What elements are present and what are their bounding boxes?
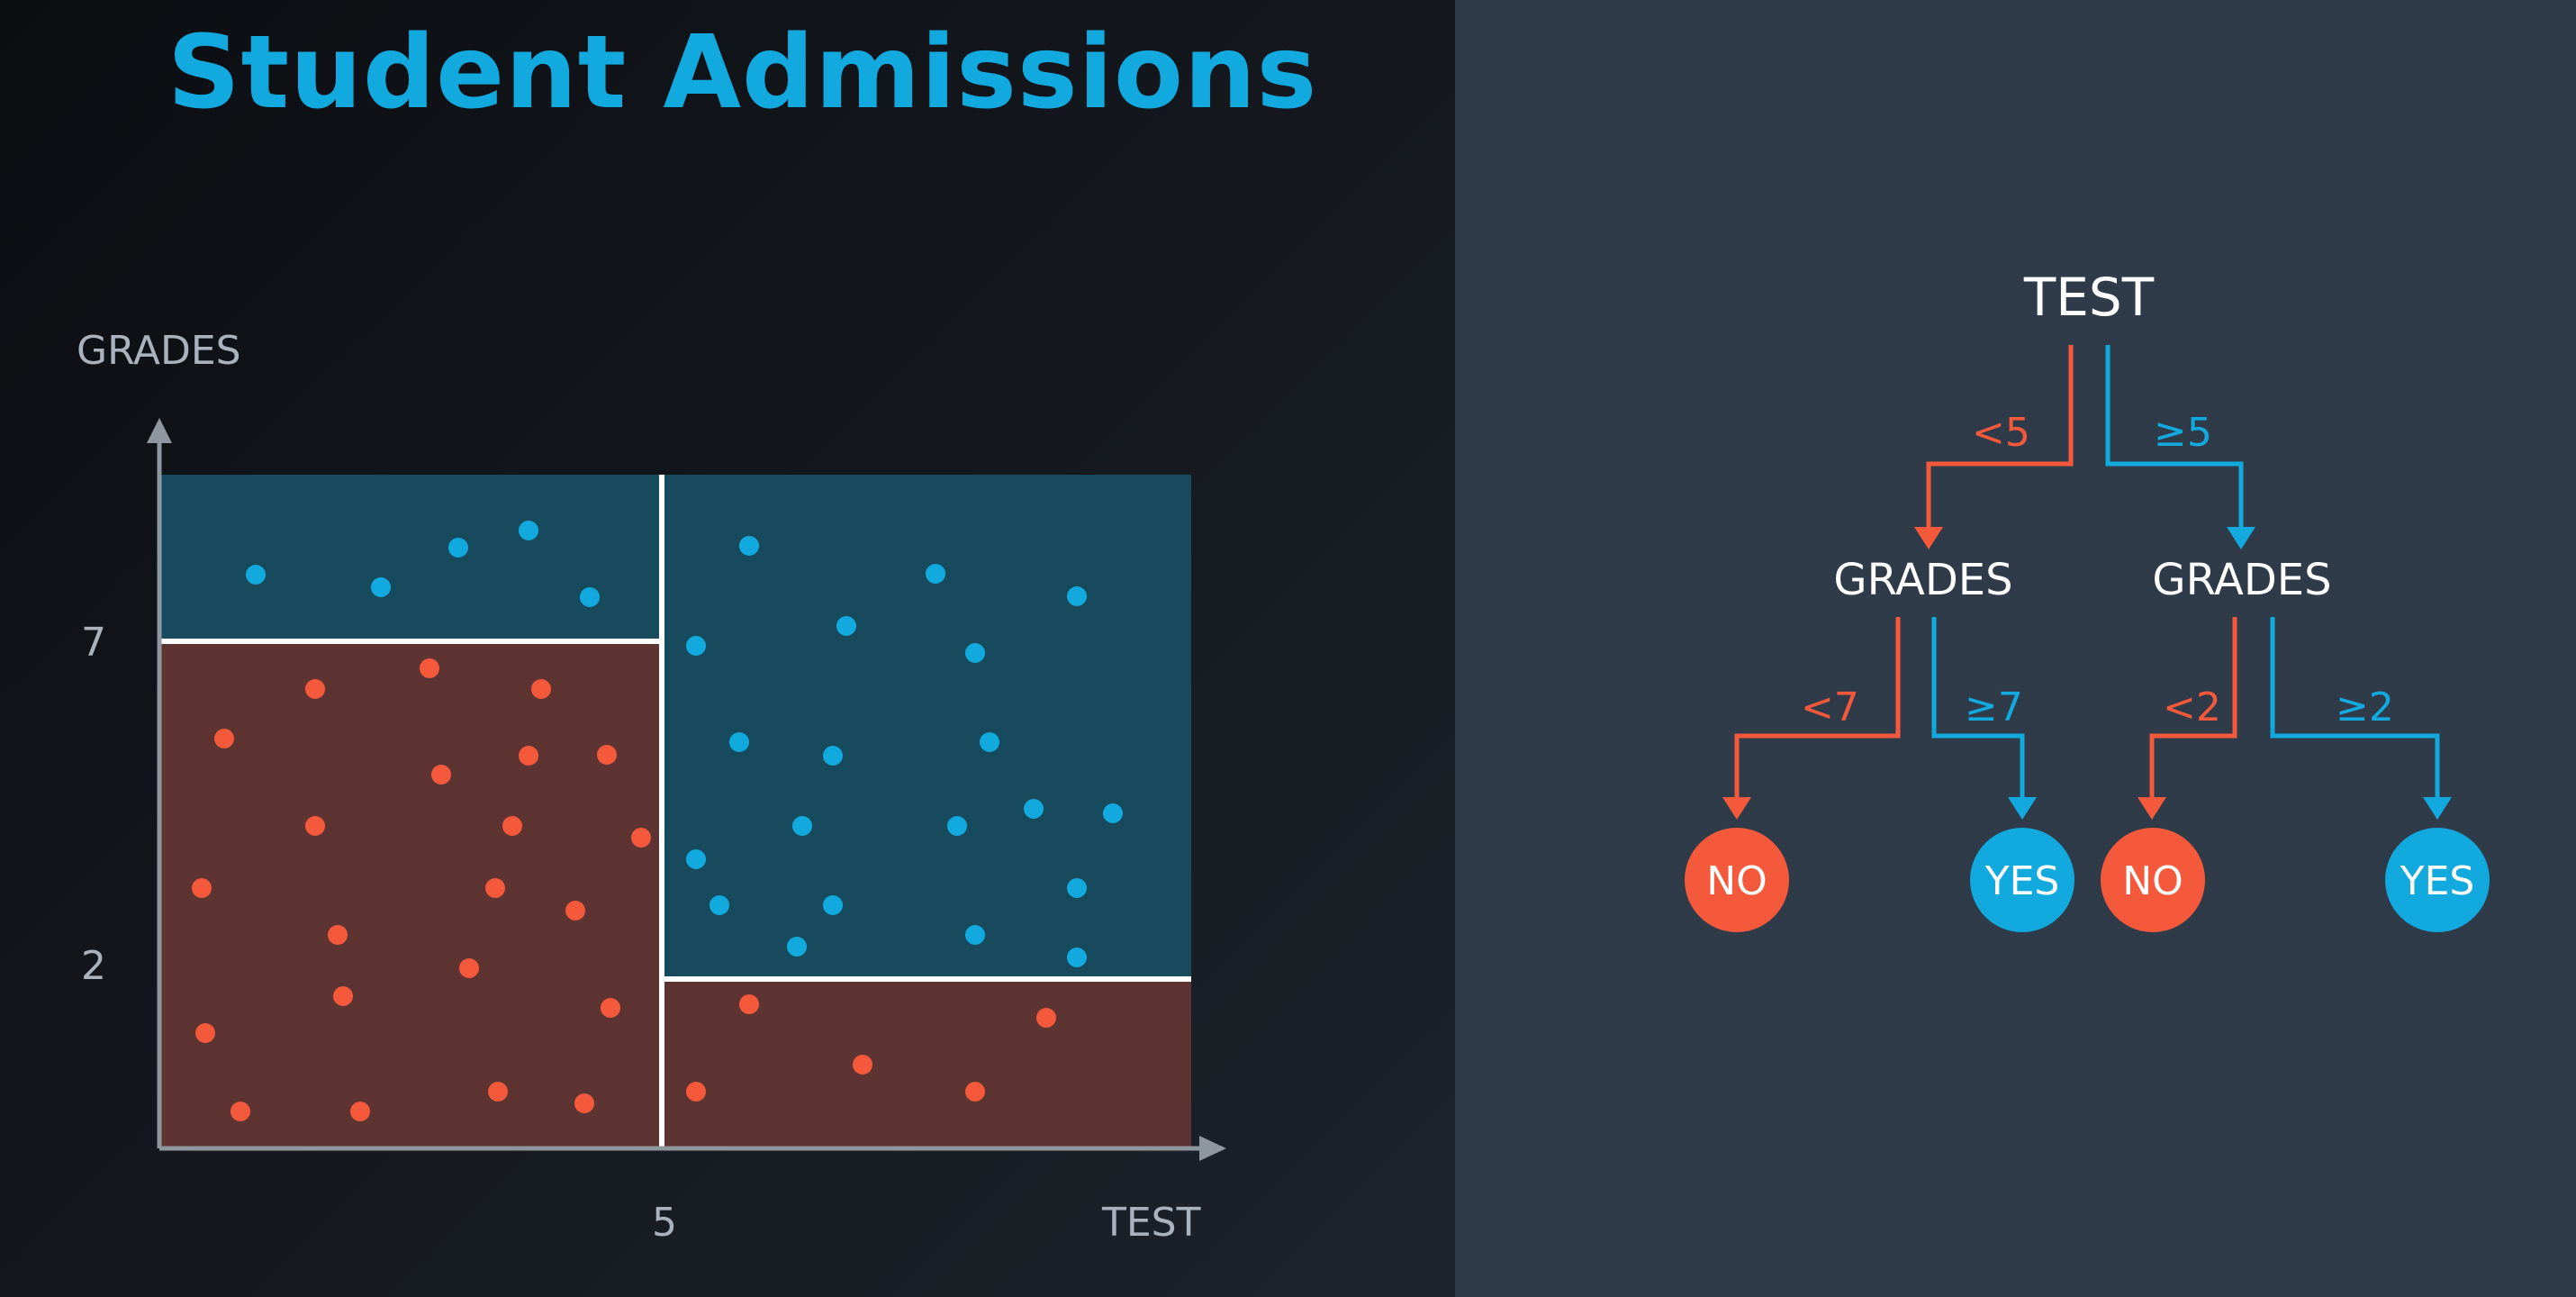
data-point-blue xyxy=(836,616,856,636)
edge-right-arrow xyxy=(2227,527,2255,549)
data-point-blue xyxy=(246,565,266,585)
y-tick-label: 7 xyxy=(81,620,106,666)
data-point-red xyxy=(502,816,522,836)
data-point-blue xyxy=(686,849,706,869)
tree-panel xyxy=(1455,0,2576,1297)
edge-rr xyxy=(2270,617,2440,802)
data-point-blue xyxy=(1067,878,1087,898)
edge-rl xyxy=(2149,617,2237,802)
data-point-red xyxy=(431,765,451,785)
decision-tree: TEST <5 ≥5 GRADES GRADES <7 ≥7 <2 ≥2 NO xyxy=(1685,267,2490,932)
data-point-red xyxy=(574,1093,594,1113)
edge-label-lt2: <2 xyxy=(2163,685,2221,730)
slide-title: Student Admissions xyxy=(167,14,1318,132)
edge-label-lt7: <7 xyxy=(1801,685,1859,730)
data-point-red xyxy=(230,1102,250,1121)
edge-lr xyxy=(1931,617,2025,802)
data-points xyxy=(192,521,1123,1121)
data-point-red xyxy=(519,746,538,766)
leaf-no-label: NO xyxy=(2122,858,2183,904)
data-point-red xyxy=(485,878,505,898)
data-point-blue xyxy=(739,536,759,556)
edge-label-ge7: ≥7 xyxy=(1965,685,2023,730)
data-point-blue xyxy=(519,521,538,540)
data-point-red xyxy=(965,1082,985,1102)
data-point-blue xyxy=(580,587,600,607)
tree-grades-node-right: GRADES xyxy=(2152,555,2331,605)
edge-right xyxy=(2105,345,2244,531)
leaf-no-label: NO xyxy=(1706,858,1767,904)
data-point-blue xyxy=(1067,948,1087,967)
leaf-no-circle xyxy=(1685,828,1789,932)
data-point-red xyxy=(459,958,479,978)
data-point-blue xyxy=(792,816,812,836)
tree-root-node: TEST xyxy=(2023,267,2155,328)
data-point-red xyxy=(195,1023,215,1043)
data-point-blue xyxy=(787,937,807,957)
data-point-red xyxy=(739,994,759,1014)
data-point-blue xyxy=(823,895,843,915)
data-point-blue xyxy=(1024,799,1044,819)
data-point-red xyxy=(488,1082,508,1102)
data-point-blue xyxy=(448,538,468,558)
x-axis-label: TEST xyxy=(1101,1200,1201,1246)
edge-ll-arrow xyxy=(1722,797,1751,820)
edge-rr-arrow xyxy=(2423,797,2452,820)
y-tick-label: 2 xyxy=(81,943,106,989)
data-point-blue xyxy=(729,732,749,752)
data-point-red xyxy=(192,878,212,898)
data-point-blue xyxy=(926,564,945,584)
y-axis-arrow xyxy=(147,418,172,443)
data-point-red xyxy=(686,1082,706,1102)
data-point-blue xyxy=(947,816,967,836)
data-point-red xyxy=(565,901,585,921)
leaf-yes-circle xyxy=(1970,828,2074,932)
region-red-bottom-left xyxy=(159,641,662,1148)
data-point-red xyxy=(631,828,651,848)
edge-left-arrow xyxy=(1914,527,1943,549)
data-point-red xyxy=(853,1055,872,1075)
data-point-blue xyxy=(823,746,843,766)
edge-lr-arrow xyxy=(2008,797,2037,820)
data-point-red xyxy=(333,986,353,1006)
data-point-blue xyxy=(1067,586,1087,606)
leaf-no-circle xyxy=(2101,828,2205,932)
edge-label-ge5: ≥5 xyxy=(2154,410,2212,456)
leaf-yes-label: YES xyxy=(1984,858,2060,904)
edge-label-ge2: ≥2 xyxy=(2336,685,2394,730)
data-point-red xyxy=(601,998,620,1018)
leaf-yes-label: YES xyxy=(2400,858,2475,904)
edge-left xyxy=(1926,345,2074,531)
data-point-blue xyxy=(965,925,985,945)
region-blue-top-left xyxy=(159,475,662,641)
data-point-blue xyxy=(371,577,391,597)
edge-label-lt5: <5 xyxy=(1972,410,2030,456)
data-point-red xyxy=(350,1102,370,1121)
data-point-red xyxy=(214,729,234,748)
leaf-yes-circle xyxy=(2385,828,2490,932)
edge-ll xyxy=(1734,617,1901,802)
x-axis-arrow xyxy=(1199,1136,1226,1161)
data-point-red xyxy=(328,925,348,945)
data-point-red xyxy=(597,745,617,765)
data-point-blue xyxy=(980,732,999,752)
tree-grades-node-left: GRADES xyxy=(1833,555,2012,605)
y-axis-label: GRADES xyxy=(77,328,241,374)
data-point-blue xyxy=(965,643,985,663)
edge-rl-arrow xyxy=(2138,797,2166,820)
data-point-red xyxy=(1036,1008,1056,1028)
data-point-red xyxy=(305,679,325,699)
data-point-blue xyxy=(1103,803,1123,823)
x-tick-label: 5 xyxy=(652,1200,677,1246)
data-point-blue xyxy=(686,636,706,656)
region-blue-right xyxy=(662,475,1191,979)
data-point-red xyxy=(531,679,551,699)
data-point-red xyxy=(420,658,439,678)
data-point-red xyxy=(305,816,325,836)
data-point-blue xyxy=(710,895,729,915)
